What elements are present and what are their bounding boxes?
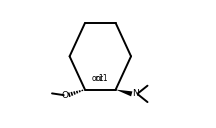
Text: O: O: [62, 91, 69, 100]
Polygon shape: [116, 90, 132, 96]
Text: N: N: [132, 89, 139, 98]
Text: or1: or1: [92, 73, 105, 83]
Text: or1: or1: [96, 73, 109, 83]
